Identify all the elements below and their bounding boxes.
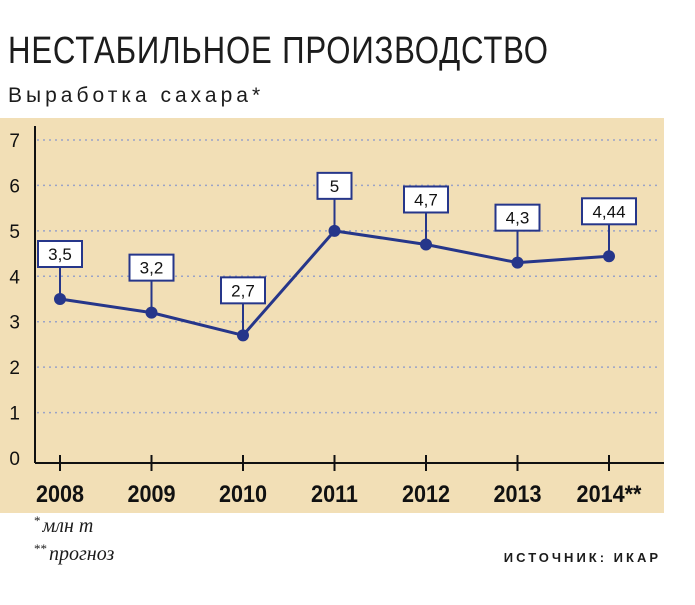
data-label: 2,7 [231,281,255,300]
data-label: 3,5 [48,245,72,264]
data-callouts: 3,5 3,2 2,7 5 4,7 4,3 4,44 [37,171,637,336]
callout-box [128,253,175,282]
chart-title: НЕСТАБИЛЬНОЕ ПРОИЗВОДСТВО [8,30,549,72]
x-tick-label: 2012 [402,480,450,507]
callout-box [494,203,541,232]
y-tick-label: 3 [9,313,20,334]
x-tick-label: 2014** [577,480,642,507]
data-label: 4,44 [592,202,625,221]
y-tick-label: 6 [9,176,20,197]
footnote-text-1: млн т [42,515,94,537]
data-point [237,329,249,342]
footnote-mark-1: * [34,513,41,528]
data-points [54,224,615,342]
x-axis-labels: 2008 2009 2010 2011 2012 2013 2014** [36,480,642,507]
data-point [145,306,158,319]
y-tick-label: 0 [9,449,20,470]
data-label: 3,2 [140,259,164,278]
callout-box [220,276,266,305]
x-tick-label: 2013 [493,480,541,507]
x-axis-ticks [59,455,610,471]
x-tick-label: 2010 [219,480,267,507]
data-label: 4,7 [414,190,438,209]
footnote-text-2: прогноз [49,543,115,565]
y-tick-label: 2 [9,358,20,379]
data-label: 5 [330,177,339,196]
y-tick-label: 7 [9,131,20,152]
y-axis-ticks: 0 1 2 3 4 5 6 7 [9,131,20,470]
x-tick-label: 2008 [36,480,84,507]
callout-box [316,171,353,200]
y-tick-label: 4 [9,267,20,288]
callout-box [403,185,449,214]
data-point [511,256,524,269]
data-label: 4,3 [506,209,530,228]
data-point [420,238,432,251]
callout-box [37,240,83,268]
x-tick-label: 2011 [311,480,358,507]
footnote-forecast: ** прогноз [34,541,115,566]
footnote-mark-2: ** [34,541,47,556]
callout-box [581,197,637,226]
data-point [54,293,66,305]
data-point [603,250,615,263]
chart-subtitle: Выработка сахара* [8,84,265,107]
data-point [328,224,341,237]
x-tick-label: 2009 [127,480,175,507]
y-tick-label: 5 [9,222,20,243]
footnote-units: * млн т [34,513,94,538]
y-tick-label: 1 [9,404,20,425]
source-label: ИСТОЧНИК: ИКАР [503,550,661,565]
